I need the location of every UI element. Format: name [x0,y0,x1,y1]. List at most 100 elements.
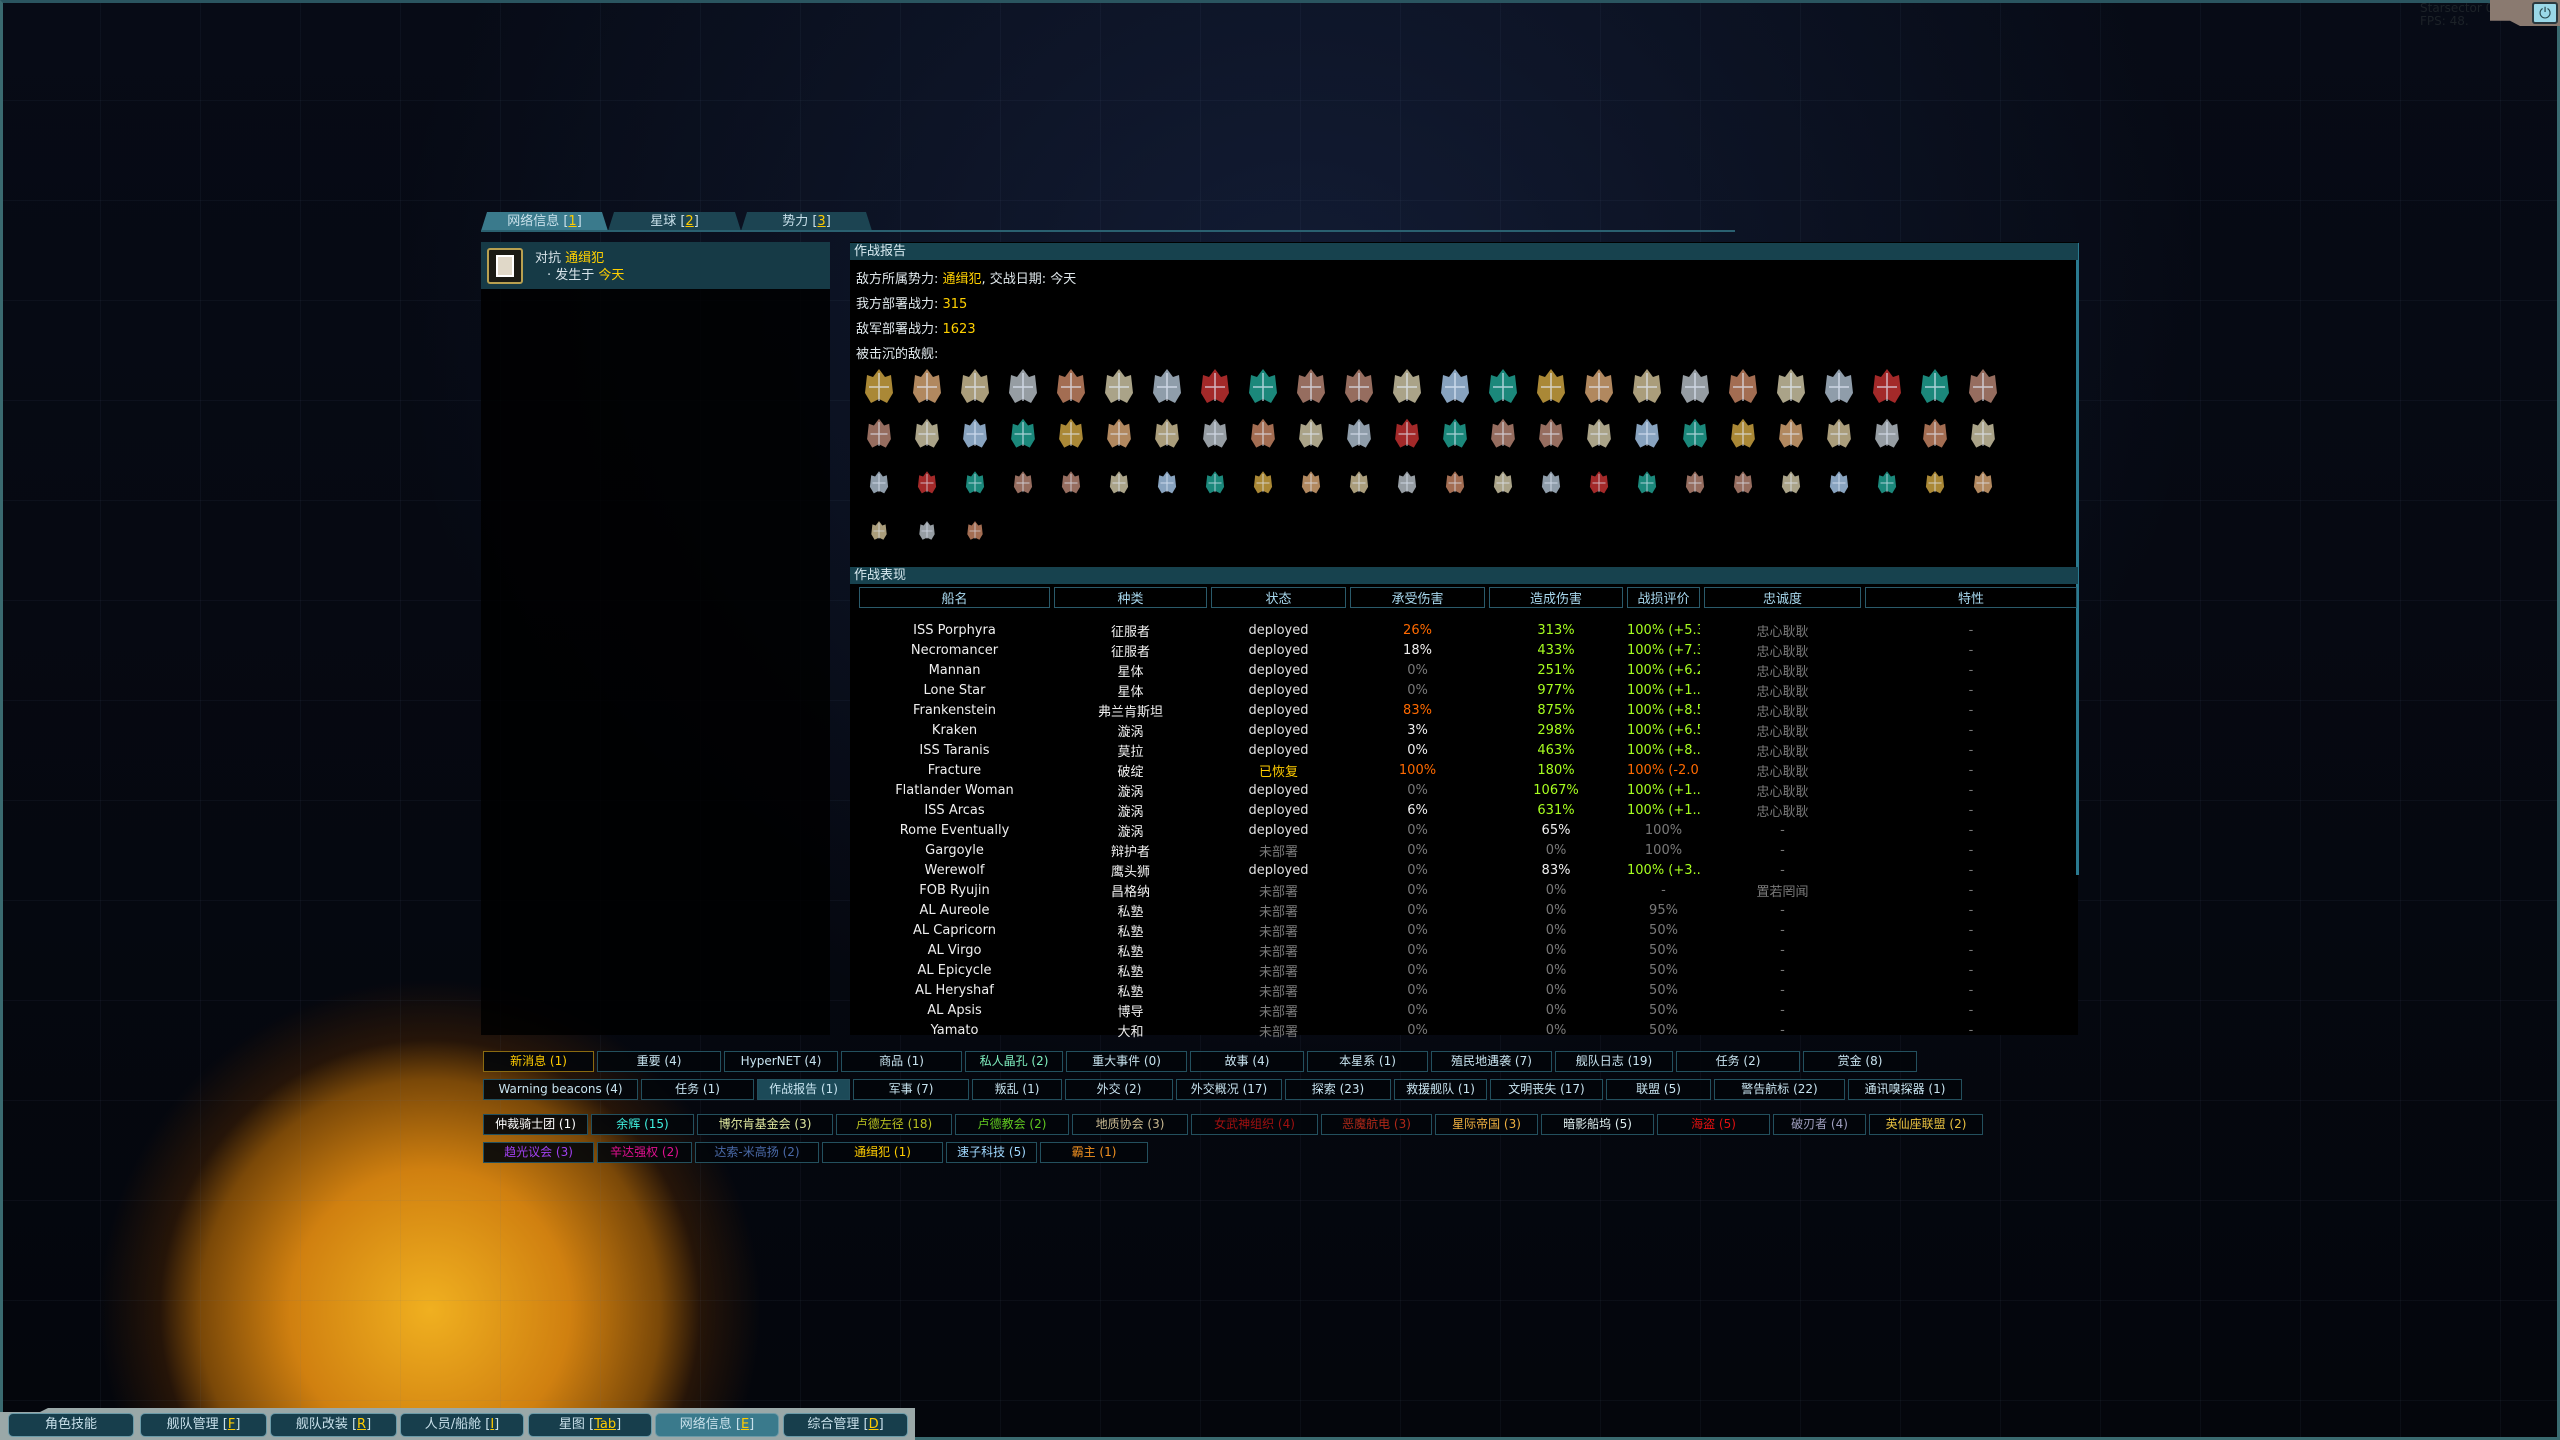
filter-button[interactable]: 卢德左径 (18) [836,1114,952,1135]
filter-button[interactable]: 通讯嗅探器 (1) [1848,1079,1962,1100]
table-row[interactable]: FOB Ryujin 昌格纳 未部署 0% 0% - 置若罔闻 - [859,880,2077,900]
nav-button[interactable]: 舰队改装 [R] [270,1413,397,1437]
tab-1[interactable]: 网络信息 [1] [481,212,608,231]
filter-button[interactable]: 星际帝国 (3) [1435,1114,1538,1135]
filter-button[interactable]: 仲裁骑士团 (1) [483,1114,588,1135]
filter-button[interactable]: 暗影船坞 (5) [1541,1114,1654,1135]
filter-button[interactable]: 通缉犯 (1) [822,1142,943,1163]
power-icon[interactable]: ⏻ [2532,2,2558,24]
nav-button[interactable]: 综合管理 [D] [783,1413,908,1437]
cell-loyalty: 忠心耿耿 [1756,644,1809,660]
table-row[interactable]: Necromancer 征服者 deployed 18% 433% 100% (+7.3)… [859,640,2077,660]
table-row[interactable]: AL Virgo 私塾 未部署 0% 0% 50% - - [859,940,2077,960]
filter-button[interactable]: 外交概况 (17) [1176,1079,1282,1100]
column-header[interactable]: 忠诚度 [1704,587,1861,608]
table-row[interactable]: AL Capricorn 私塾 未部署 0% 0% 50% - - [859,920,2077,940]
filter-button[interactable]: 商品 (1) [841,1051,962,1072]
nav-label: 舰队管理 [ [166,1417,228,1432]
cell-hull-class: 星体 [1117,664,1144,680]
table-row[interactable]: AL Epicycle 私塾 未部署 0% 0% 50% - - [859,960,2077,980]
tab-hotkey: 1 [568,214,577,229]
filter-button[interactable]: 速子科技 (5) [946,1142,1037,1163]
nav-button[interactable]: 网络信息 [E] [655,1413,779,1437]
table-row[interactable]: Fracture 破绽 已恢复 100% 180% 100% (-2.0) 忠心耿耿 - [859,760,2077,780]
table-row[interactable]: Frankenstein 弗兰肯斯坦 deployed 83% 875% 100% (+8… [859,700,2077,720]
filter-button[interactable]: 联盟 (5) [1606,1079,1711,1100]
message-faction: 通缉犯 [565,251,605,266]
nav-button[interactable]: 人员/船舱 [I] [400,1413,524,1437]
filter-button[interactable]: 辛达强权 (2) [597,1142,692,1163]
filter-button[interactable]: 达索-米高扬 (2) [695,1142,819,1163]
filter-button[interactable]: 任务 (1) [641,1079,754,1100]
table-row[interactable]: Rome Eventually 漩涡 deployed 0% 65% 100% - - [859,820,2077,840]
filter-button[interactable]: 霸主 (1) [1040,1142,1148,1163]
column-header[interactable]: 承受伤害 [1350,587,1485,608]
filter-button[interactable]: 军事 (7) [853,1079,969,1100]
table-row[interactable]: AL Aureole 私塾 未部署 0% 0% 95% - - [859,900,2077,920]
filter-button[interactable]: 卢德教会 (2) [955,1114,1069,1135]
filter-button[interactable]: HyperNET (4) [724,1051,838,1072]
filter-button[interactable]: 外交 (2) [1065,1079,1173,1100]
filter-button[interactable]: 英仙座联盟 (2) [1869,1114,1983,1135]
cell-loyalty: 忠心耿耿 [1756,724,1809,740]
sunk-ship-icon [1010,470,1036,496]
filter-button[interactable]: 破刃者 (4) [1773,1114,1866,1135]
cell-hull-class: 昌格纳 [1110,884,1150,900]
sunk-ship-icon [1726,417,1760,451]
filter-button[interactable]: 叛乱 (1) [972,1079,1062,1100]
filter-button[interactable]: 警告航标 (22) [1714,1079,1845,1100]
cell-hull-class: 鹰头狮 [1110,864,1150,880]
filter-button[interactable]: 故事 (4) [1190,1051,1304,1072]
table-row[interactable]: ISS Porphyra 征服者 deployed 26% 313% 100% (+5.3… [859,608,2077,640]
filter-button[interactable]: 重要 (4) [597,1051,721,1072]
column-header[interactable]: 战损评价 [1627,587,1700,608]
cell-status: deployed [1248,782,1309,798]
cell-ship-name: ISS Arcas [924,802,985,818]
column-header[interactable]: 种类 [1054,587,1207,608]
table-row[interactable]: Mannan 星体 deployed 0% 251% 100% (+6.2) 忠心耿耿 - [859,660,2077,680]
table-row[interactable]: Werewolf 鹰头狮 deployed 0% 83% 100% (+3... - - [859,860,2077,880]
filter-button[interactable]: Warning beacons (4) [483,1079,638,1100]
filter-button[interactable]: 女武神组织 (4) [1191,1114,1318,1135]
filter-button[interactable]: 私人晶孔 (2) [965,1051,1063,1072]
nav-button[interactable]: 舰队管理 [F] [140,1413,267,1437]
table-row[interactable]: AL Apsis 博导 未部署 0% 0% 50% - - [859,1000,2077,1020]
table-row[interactable]: Yamato 大和 未部署 0% 0% 50% - - [859,1020,2077,1040]
column-header[interactable]: 造成伤害 [1489,587,1623,608]
table-row[interactable]: Flatlander Woman 漩涡 deployed 0% 1067% 100% (+… [859,780,2077,800]
column-header[interactable]: 特性 [1865,587,2077,608]
filter-button[interactable]: 舰队日志 (19) [1555,1051,1673,1072]
filter-button[interactable]: 探索 (23) [1285,1079,1391,1100]
table-row[interactable]: AL Heryshaf 私塾 未部署 0% 0% 50% - - [859,980,2077,1000]
nav-button[interactable]: 角色技能 [8,1413,134,1437]
tab-3[interactable]: 势力 [3] [741,212,872,231]
column-header[interactable]: 船名 [859,587,1050,608]
filter-button[interactable]: 趋光议会 (3) [483,1142,594,1163]
tab-2[interactable]: 星球 [2] [608,212,741,231]
table-row[interactable]: ISS Taranis 莫拉 deployed 0% 463% 100% (+8... 忠心… [859,740,2077,760]
filter-button[interactable]: 本星系 (1) [1307,1051,1428,1072]
nav-button[interactable]: 星图 [Tab] [528,1413,652,1437]
table-row[interactable]: Kraken 漩涡 deployed 3% 298% 100% (+6.5) 忠心耿耿 - [859,720,2077,740]
filter-button[interactable]: 作战报告 (1) [757,1079,850,1100]
filter-button[interactable]: 新消息 (1) [483,1051,594,1072]
filter-button[interactable]: 恶魔航电 (3) [1321,1114,1432,1135]
cell-ship-name: AL Capricorn [913,922,996,938]
filter-button[interactable]: 博尔肯基金会 (3) [697,1114,833,1135]
table-row[interactable]: Gargoyle 辩护者 未部署 0% 0% 100% - - [859,840,2077,860]
cell-damage-taken: 0% [1407,922,1428,938]
scrollbar[interactable] [2076,243,2079,875]
filter-button[interactable]: 殖民地遇袭 (7) [1431,1051,1552,1072]
filter-button[interactable]: 地质协会 (3) [1072,1114,1188,1135]
filter-button[interactable]: 文明丧失 (17) [1490,1079,1603,1100]
table-row[interactable]: Lone Star 星体 deployed 0% 977% 100% (+1... 忠心耿耿… [859,680,2077,700]
filter-button[interactable]: 赏金 (8) [1803,1051,1917,1072]
filter-button[interactable]: 任务 (2) [1676,1051,1800,1072]
table-row[interactable]: ISS Arcas 漩涡 deployed 6% 631% 100% (+1... 忠心耿耿… [859,800,2077,820]
message-item-battle[interactable]: 对抗 通缉犯 · 发生于 今天 [481,242,830,289]
filter-button[interactable]: 海盗 (5) [1657,1114,1770,1135]
filter-button[interactable]: 重大事件 (0) [1066,1051,1187,1072]
filter-button[interactable]: 救援舰队 (1) [1394,1079,1487,1100]
filter-button[interactable]: 余辉 (15) [591,1114,694,1135]
column-header[interactable]: 状态 [1211,587,1346,608]
